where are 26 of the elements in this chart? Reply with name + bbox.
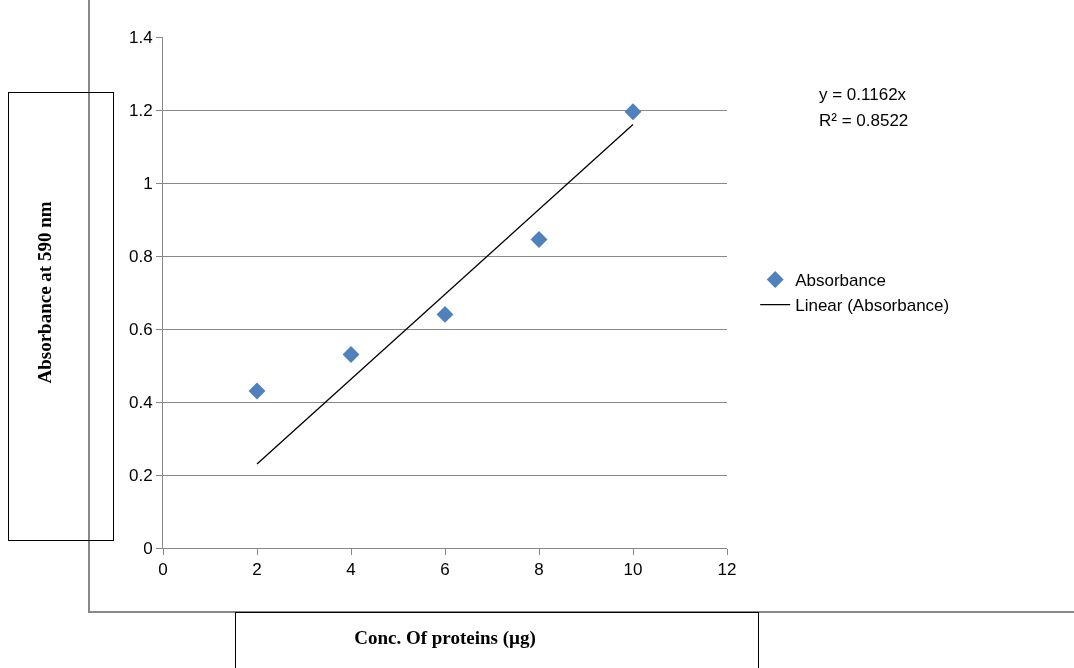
legend-label: Linear (Absorbance) (795, 296, 950, 316)
x-tick-label: 0 (158, 560, 168, 580)
y-tick-label: 1 (143, 173, 153, 193)
y-tick-label: 0.8 (128, 246, 153, 266)
text: y = 0.1162x (819, 85, 907, 104)
point (248, 382, 266, 400)
y-axis-title: Absorbance at 590 nm (33, 201, 55, 384)
y-tick-label: 0.4 (128, 392, 153, 412)
y-tick-label: 0.2 (128, 465, 153, 485)
point (436, 305, 454, 323)
y-tick-label: 0 (143, 538, 153, 558)
x-tick-label: 8 (534, 560, 544, 580)
x-axis-title: Conc. Of proteins (µg) (354, 627, 536, 650)
y-tick-label: 0.6 (128, 319, 153, 339)
y-tick-label: 1.4 (128, 27, 153, 47)
point (624, 103, 642, 121)
legend-label: Absorbance (795, 271, 886, 291)
text: R² = 0.8522 (819, 111, 909, 130)
x-tick-label: 6 (440, 560, 450, 580)
point (342, 346, 360, 363)
x-tick-label: 4 (346, 560, 356, 580)
x-tick-label: 2 (252, 560, 262, 580)
y-tick-label: 1.2 (128, 100, 153, 120)
x-tick-label: 10 (623, 560, 643, 580)
point (530, 231, 548, 249)
x-tick-label: 12 (717, 560, 737, 580)
